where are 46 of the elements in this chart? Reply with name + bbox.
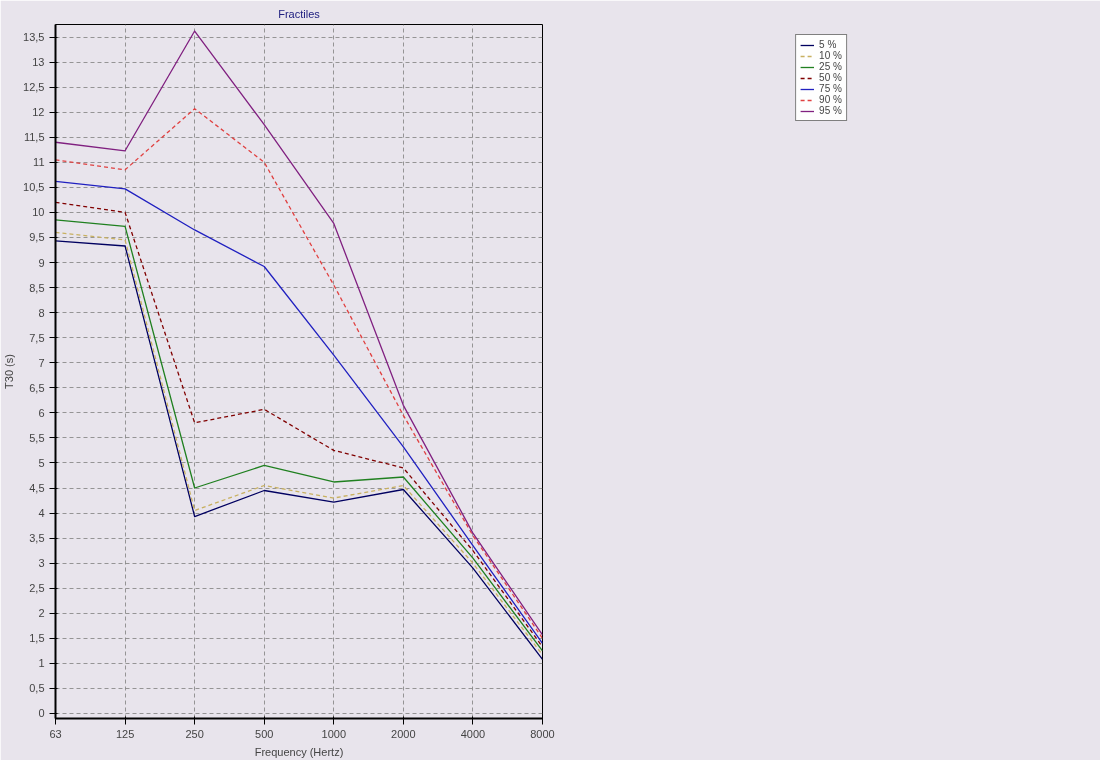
legend-label: 25 % (819, 61, 842, 72)
x-tick-label: 63 (49, 727, 62, 740)
y-tick-label: 5,5 (29, 431, 45, 444)
y-tick-label: 7 (38, 356, 45, 369)
x-axis-title: Frequency (Hertz) (254, 745, 344, 758)
y-tick-label: 6 (38, 406, 45, 419)
x-tick-label: 2000 (391, 727, 416, 740)
y-tick-label: 9,5 (29, 231, 45, 244)
y-tick-label: 2 (38, 607, 45, 620)
y-tick-label: 0,5 (29, 682, 45, 695)
y-tick-label: 8 (38, 306, 45, 319)
legend-label: 90 % (819, 94, 842, 105)
y-tick-label: 0 (38, 707, 45, 720)
y-tick-label: 11 (33, 156, 45, 169)
y-tick-label: 7,5 (29, 331, 45, 344)
y-tick-label: 12,5 (23, 81, 45, 94)
y-tick-label: 2,5 (29, 582, 45, 595)
x-tick-label: 1000 (321, 727, 347, 740)
x-tick-label: 8000 (530, 727, 555, 740)
y-tick-label: 1,5 (29, 632, 45, 645)
y-tick-label: 8,5 (29, 281, 45, 294)
y-tick-label: 6,5 (29, 381, 45, 394)
chart-title: Fractiles (278, 7, 321, 20)
x-tick-label: 500 (255, 727, 274, 740)
x-tick-label: 125 (115, 727, 135, 740)
y-tick-label: 4 (38, 507, 45, 520)
x-tick-label: 250 (185, 727, 204, 740)
legend-label: 10 % (819, 50, 842, 61)
y-axis-title: T30 (s) (3, 354, 16, 389)
y-tick-label: 10,5 (23, 181, 45, 194)
y-tick-label: 3 (38, 557, 45, 570)
y-tick-label: 4,5 (29, 482, 45, 494)
y-tick-label: 11,5 (23, 131, 45, 144)
y-tick-label: 5 (38, 456, 45, 469)
x-tick-label: 4000 (460, 727, 486, 740)
legend-label: 95 % (819, 105, 842, 116)
y-tick-label: 3,5 (29, 532, 45, 545)
y-tick-label: 10 (32, 206, 45, 219)
y-tick-label: 1 (38, 657, 45, 670)
y-tick-label: 9 (38, 256, 45, 269)
y-tick-label: 13,5 (23, 31, 45, 44)
legend-label: 50 % (819, 72, 842, 83)
y-tick-label: 12 (32, 106, 45, 119)
legend-label: 5 % (819, 39, 838, 50)
y-tick-label: 13 (32, 56, 45, 69)
legend-label: 75 % (819, 83, 842, 94)
